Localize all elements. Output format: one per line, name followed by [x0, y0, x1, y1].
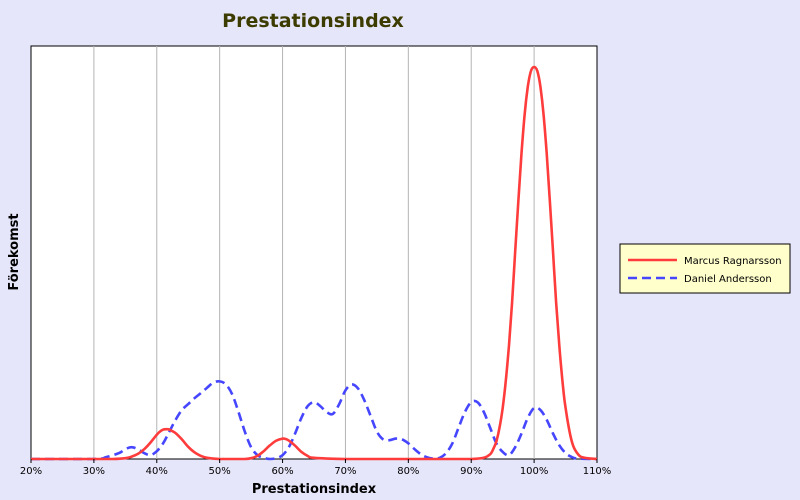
x-tick-label: 110% — [583, 466, 612, 477]
series-layer — [31, 65, 598, 461]
x-tick-label: 70% — [334, 466, 356, 477]
x-tick-label: 60% — [271, 466, 293, 477]
x-tick-label: 40% — [146, 466, 168, 477]
x-axis-title: Prestationsindex — [252, 482, 377, 497]
series-line-marcus-ragnarsson — [31, 65, 598, 461]
legend-label: Marcus Ragnarsson — [684, 256, 782, 267]
x-tick-label: 80% — [397, 466, 419, 477]
x-tick-label: 90% — [460, 466, 482, 477]
legend-box — [619, 243, 791, 294]
legend: Marcus Ragnarsson Daniel Andersson — [619, 243, 791, 294]
x-axis-ticks: 20% 30% 40% 50% 60% 70% 80% 90% 100% 110% — [20, 459, 611, 477]
x-tick-label: 50% — [209, 466, 231, 477]
chart-title: Prestationsindex — [222, 10, 404, 32]
x-tick-label: 100% — [520, 466, 549, 477]
plot-area — [30, 45, 598, 460]
plot-background — [30, 45, 598, 460]
grid — [93, 46, 535, 459]
y-axis-title: Förekomst — [7, 213, 22, 290]
x-tick-label: 20% — [20, 466, 42, 477]
legend-label: Daniel Andersson — [684, 274, 772, 285]
x-tick-label: 30% — [83, 466, 105, 477]
series-line-daniel-andersson — [31, 380, 598, 461]
